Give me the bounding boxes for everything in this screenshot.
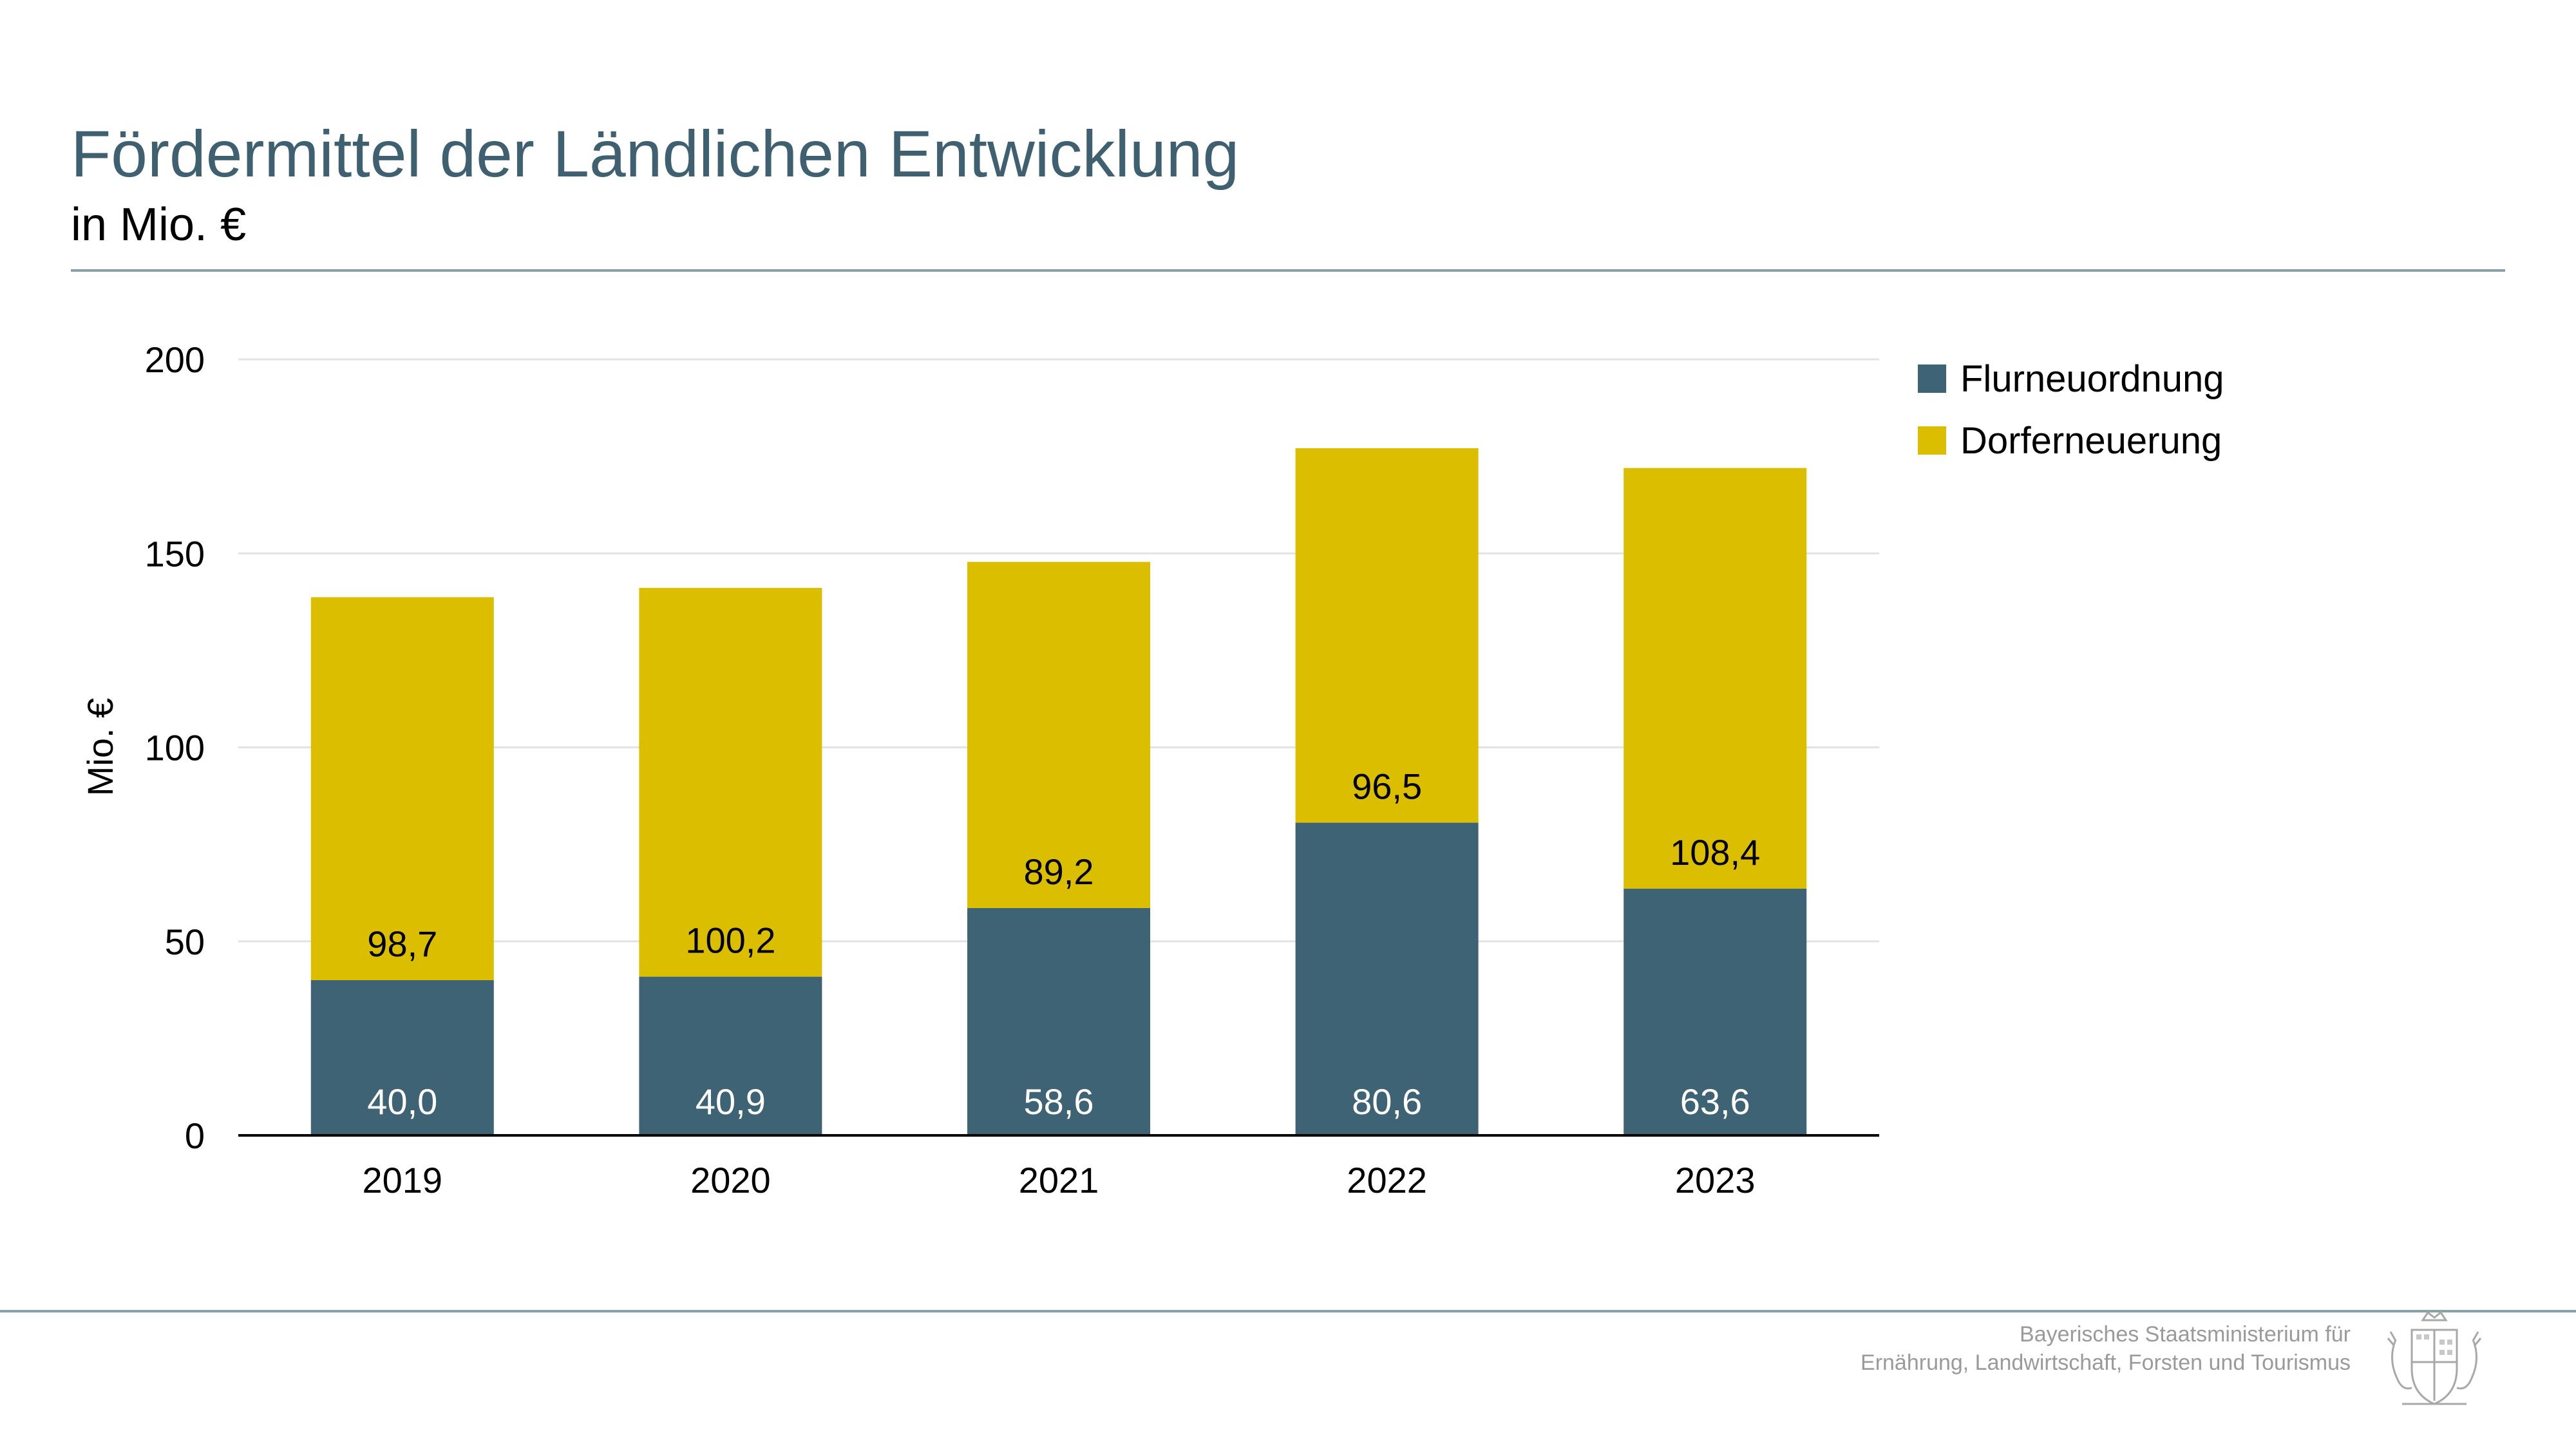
- y-tick-label: 150: [145, 533, 205, 574]
- y-tick-label: 50: [165, 922, 205, 962]
- data-label-dorferneuerung: 100,2: [685, 920, 775, 961]
- legend-swatch-flurneuordnung: [1918, 365, 1946, 393]
- bar-dorferneuerung-2022: [1295, 448, 1479, 823]
- data-label-flurneuordnung: 40,9: [696, 1081, 766, 1122]
- legend: Flurneuordnung Dorferneuerung: [1918, 348, 2224, 471]
- bar-flurneuordnung-2023: [1624, 888, 1807, 1135]
- footer-divider: [0, 1310, 2576, 1312]
- stacked-bar-chart: 0 50 100 150 200 Mio. € 40,0 98,7 2019 40,9 100,2 2…: [80, 339, 1879, 1200]
- bar-dorferneuerung-2019: [310, 597, 494, 980]
- legend-label-flurneuordnung: Flurneuordnung: [1960, 357, 2224, 400]
- ministry-name: Bayerisches Staatsministerium für Ernähr…: [1861, 1320, 2351, 1377]
- bar-flurneuordnung-2021: [967, 907, 1150, 1135]
- data-label-dorferneuerung: 96,5: [1352, 766, 1422, 806]
- y-tick-label: 0: [185, 1115, 205, 1156]
- legend-swatch-dorferneuerung: [1918, 426, 1946, 455]
- x-tick-label: 2019: [363, 1160, 443, 1200]
- legend-label-dorferneuerung: Dorferneuerung: [1960, 419, 2222, 462]
- x-tick-label: 2021: [1019, 1160, 1099, 1200]
- y-axis-label: Mio. €: [80, 698, 120, 797]
- x-tick-label: 2023: [1675, 1160, 1756, 1200]
- data-label-dorferneuerung: 98,7: [367, 923, 437, 964]
- bar-flurneuordnung-2019: [310, 980, 494, 1135]
- chart-subtitle: in Mio. €: [71, 199, 247, 251]
- bar-flurneuordnung-2022: [1295, 822, 1479, 1135]
- bavarian-coat-of-arms-icon: [2387, 1311, 2482, 1405]
- bar-dorferneuerung-2020: [639, 587, 822, 977]
- header-divider: [71, 269, 2505, 272]
- data-label-flurneuordnung: 58,6: [1024, 1081, 1094, 1122]
- y-tick-label: 100: [145, 728, 205, 768]
- ministry-name-line1: Bayerisches Staatsministerium für: [2020, 1322, 2351, 1347]
- x-tick-label: 2020: [690, 1160, 771, 1200]
- ministry-name-line2: Ernährung, Landwirtschaft, Forsten und T…: [1861, 1350, 2351, 1376]
- data-label-flurneuordnung: 40,0: [367, 1081, 437, 1122]
- data-label-flurneuordnung: 63,6: [1680, 1081, 1750, 1122]
- chart-title: Fördermittel der Ländlichen Entwicklung: [71, 117, 1240, 191]
- data-label-flurneuordnung: 80,6: [1352, 1081, 1422, 1122]
- x-tick-label: 2022: [1347, 1160, 1427, 1200]
- bar-flurneuordnung-2020: [639, 976, 822, 1135]
- bar-dorferneuerung-2023: [1624, 468, 1807, 889]
- data-label-dorferneuerung: 89,2: [1024, 851, 1094, 892]
- legend-item-flurneuordnung: Flurneuordnung: [1918, 348, 2224, 410]
- bar-dorferneuerung-2021: [967, 562, 1150, 908]
- data-label-dorferneuerung: 108,4: [1670, 832, 1760, 873]
- legend-item-dorferneuerung: Dorferneuerung: [1918, 410, 2224, 471]
- y-tick-label: 200: [145, 339, 205, 380]
